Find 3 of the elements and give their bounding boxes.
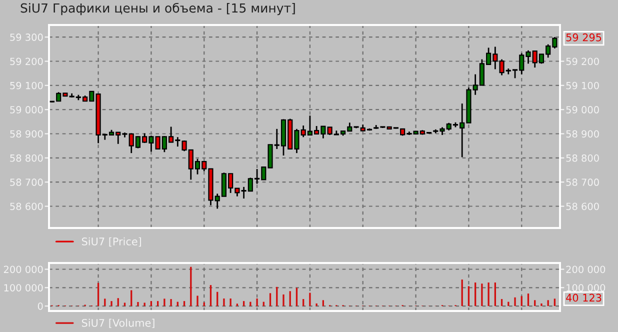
text: 40 123 xyxy=(566,294,602,302)
text: 59 295 xyxy=(566,33,602,42)
chart-title: SiU7 Графики цены и объема - [15 минут] xyxy=(20,2,295,16)
